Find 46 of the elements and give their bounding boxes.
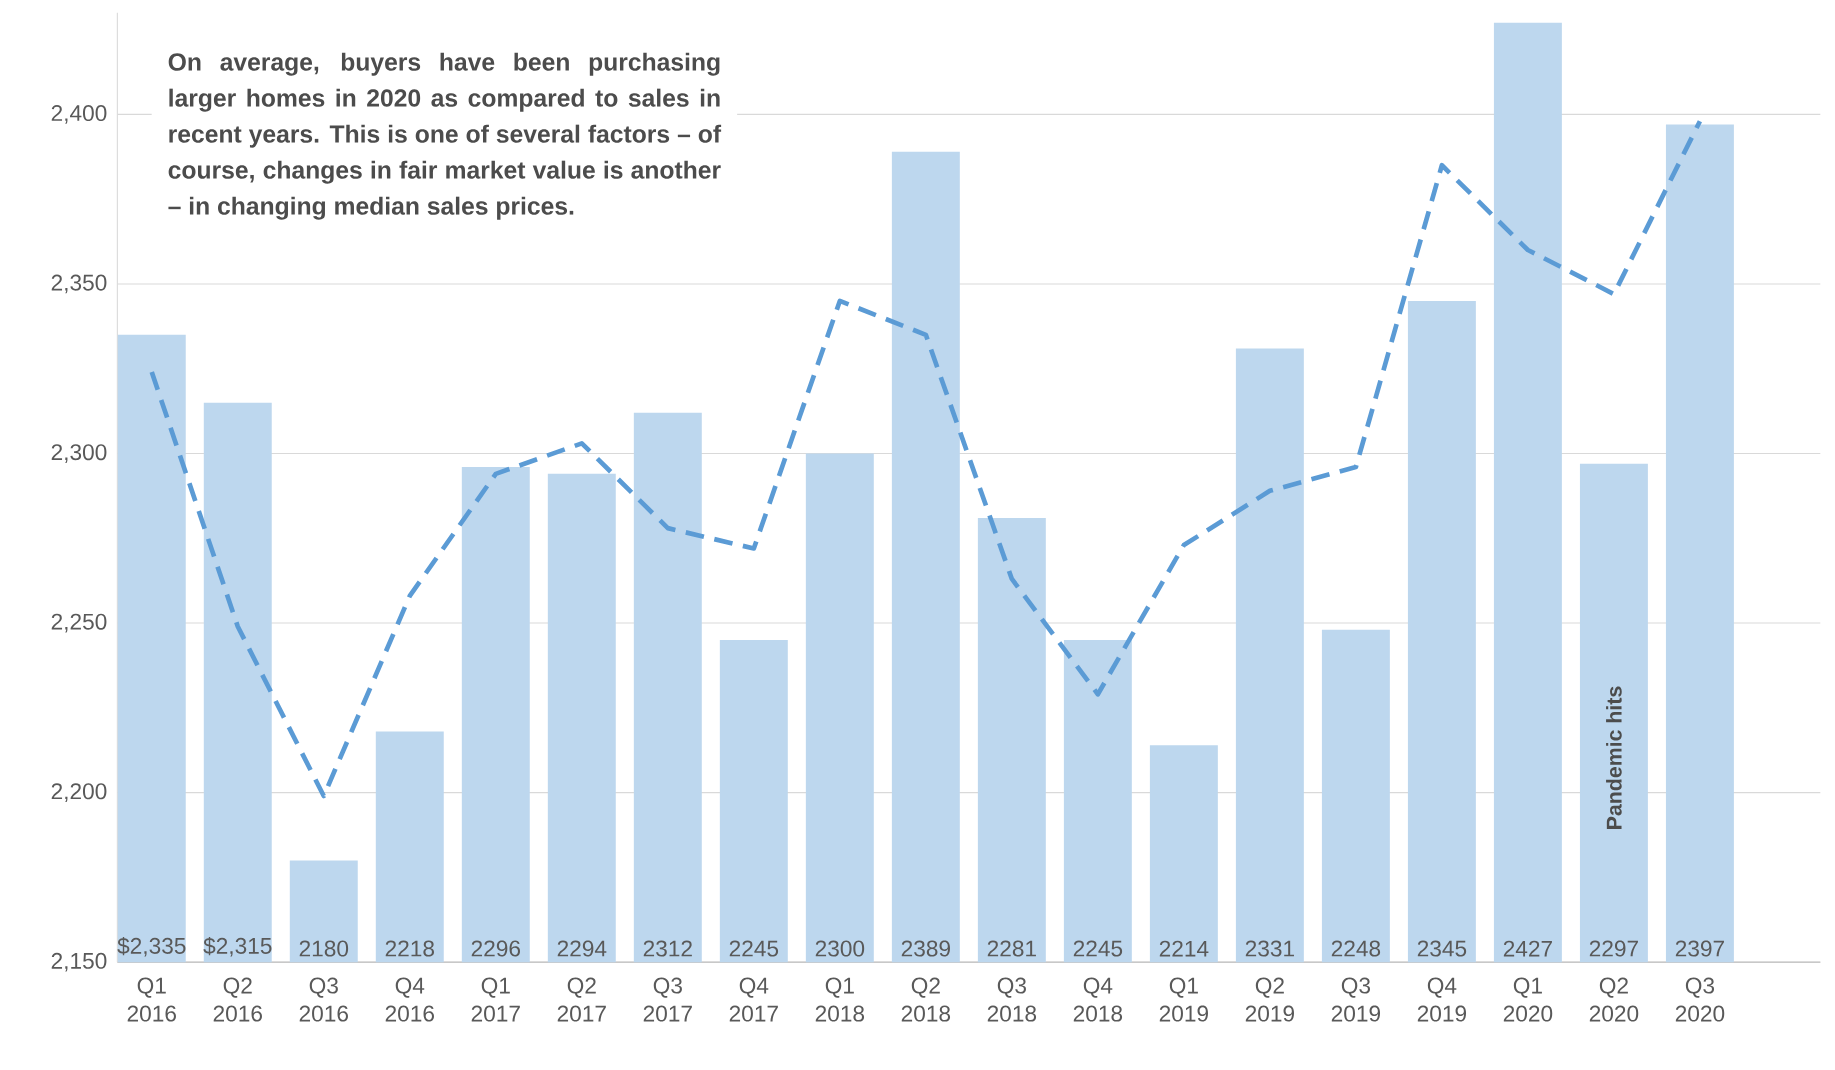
y-tick-label: 2,300 (51, 444, 107, 463)
x-tick-label: Q2 2017 (557, 977, 606, 1022)
data-label: 2245 (729, 940, 779, 957)
y-tick-label: 2,400 (51, 104, 107, 124)
y-tick-label: 2,250 (51, 613, 107, 633)
data-label: 2297 (1589, 940, 1638, 957)
data-label: 2245 (1073, 940, 1123, 957)
data-label: $2,315 (203, 936, 272, 957)
y-tick-label: 2,350 (51, 274, 107, 294)
data-label: 2389 (901, 940, 950, 957)
y-tick-label: 2,200 (51, 783, 107, 802)
x-tick-label: Q3 2019 (1331, 977, 1381, 1022)
x-tick-label: Q2 2016 (213, 977, 262, 1022)
x-tick-label: Q3 2017 (643, 977, 692, 1022)
x-tick-label: Q1 2016 (127, 977, 176, 1022)
data-label: 2218 (385, 940, 435, 957)
x-tick-label: Q2 2018 (901, 977, 951, 1022)
annotation: On average, buyers have been purchasing larger homes in 2020 as compared to sales in recent years. This is one of several factors – of course, changes in fair market value is another – in changing median sales prices. (168, 52, 722, 220)
data-label: 2345 (1417, 940, 1467, 957)
data-label: 2281 (987, 940, 1036, 957)
x-tick-label: Q4 2019 (1417, 977, 1467, 1022)
data-label: 2296 (471, 940, 520, 957)
data-label: 2214 (1159, 940, 1209, 957)
data-label: 2300 (815, 940, 865, 957)
x-tick-label: Q4 2018 (1073, 977, 1123, 1022)
x-tick-label: Q4 2017 (729, 977, 778, 1022)
x-tick-label: Q1 2018 (815, 977, 865, 1022)
data-label: 2427 (1503, 940, 1552, 957)
data-label: $2,335 (117, 936, 186, 957)
data-label: 2248 (1331, 940, 1381, 957)
annotation: Pandemic hits (1606, 686, 1622, 829)
x-tick-label: Q2 2019 (1245, 977, 1295, 1022)
data-label: 2312 (643, 940, 692, 957)
x-tick-label: Q1 2019 (1159, 977, 1209, 1022)
x-tick-label: Q1 2020 (1503, 977, 1553, 1022)
x-tick-label: Q3 2016 (299, 977, 348, 1022)
x-tick-label: Q3 2018 (987, 977, 1037, 1022)
data-label: 2294 (557, 940, 607, 957)
data-label: 2180 (299, 940, 349, 957)
x-tick-label: Q3 2020 (1675, 977, 1725, 1022)
x-tick-label: Q2 2020 (1589, 977, 1639, 1022)
x-tick-label: Q1 2017 (471, 977, 520, 1022)
x-tick-label: Q4 2016 (385, 977, 434, 1022)
data-label: 2397 (1675, 940, 1724, 957)
y-tick-label: 2,150 (51, 952, 107, 972)
data-label: 2331 (1245, 940, 1294, 957)
